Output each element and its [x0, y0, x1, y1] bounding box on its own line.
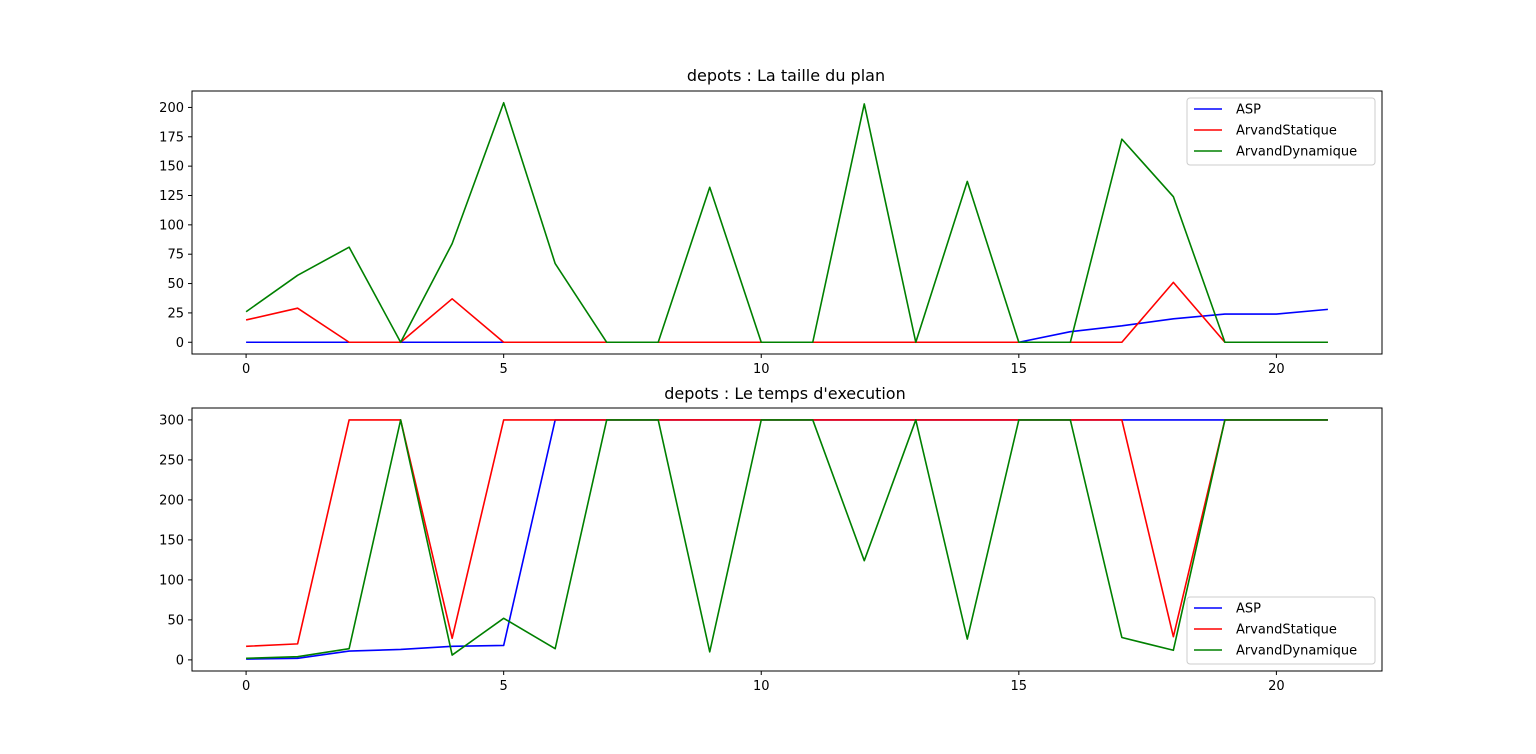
y-tick-label: 200 — [159, 493, 184, 508]
series-line-ArvandDynamique — [246, 419, 1328, 660]
x-tick-label: 15 — [1011, 362, 1028, 377]
plot-lines — [246, 419, 1328, 660]
legend: ASP ArvandStatique ArvandDynamique — [1186, 97, 1376, 166]
subplot-execution-time: depots : Le temps d'execution 0501001502… — [159, 384, 1383, 694]
chart-title: depots : La taille du plan — [687, 66, 885, 85]
x-tick-label: 10 — [753, 679, 770, 694]
x-tick-label: 0 — [242, 362, 250, 377]
y-tick-label: 0 — [176, 336, 184, 351]
x-ticks: 0 5 10 15 20 — [242, 671, 1285, 694]
y-ticks: 0 50 100 150 200 250 300 — [159, 413, 192, 668]
y-tick-label: 25 — [167, 306, 184, 321]
subplot-plan-size: depots : La taille du plan 0255075100125… — [159, 66, 1383, 377]
y-tick-label: 100 — [159, 573, 184, 588]
y-tick-label: 175 — [159, 130, 184, 145]
y-tick-label: 150 — [159, 160, 184, 175]
y-ticks: 0 25 50 75 100 125 150 175 200 — [159, 101, 192, 351]
x-tick-label: 20 — [1268, 362, 1285, 377]
legend-label: ArvandStatique — [1236, 124, 1337, 139]
y-tick-label: 100 — [159, 218, 184, 233]
x-tick-label: 0 — [242, 679, 250, 694]
legend-label: ArvandDynamique — [1236, 644, 1357, 659]
x-tick-label: 15 — [1011, 679, 1028, 694]
x-tick-label: 5 — [500, 679, 508, 694]
legend-frame — [1186, 596, 1376, 665]
plot-lines — [245, 101, 1328, 344]
y-tick-label: 300 — [159, 413, 184, 428]
chart-title: depots : Le temps d'execution — [664, 384, 905, 403]
x-tick-label: 20 — [1268, 679, 1285, 694]
y-tick-label: 250 — [159, 453, 184, 468]
y-tick-label: 50 — [167, 613, 184, 628]
y-tick-label: 0 — [176, 653, 184, 668]
series-line-ArvandDynamique — [245, 101, 1328, 344]
y-tick-label: 200 — [159, 101, 184, 116]
y-tick-label: 50 — [167, 277, 184, 292]
axes-frame — [191, 90, 1383, 355]
legend-label: ArvandStatique — [1236, 623, 1337, 638]
legend-frame — [1186, 97, 1376, 166]
x-tick-label: 10 — [753, 362, 770, 377]
legend-label: ASP — [1236, 602, 1261, 617]
x-ticks: 0 5 10 15 20 — [242, 354, 1285, 377]
axes-frame — [191, 407, 1383, 672]
y-tick-label: 75 — [167, 248, 184, 263]
legend-label: ASP — [1236, 103, 1261, 118]
legend-label: ArvandDynamique — [1236, 145, 1357, 160]
x-tick-label: 5 — [500, 362, 508, 377]
y-tick-label: 150 — [159, 533, 184, 548]
legend: ASP ArvandStatique ArvandDynamique — [1186, 596, 1376, 665]
y-tick-label: 125 — [159, 189, 184, 204]
